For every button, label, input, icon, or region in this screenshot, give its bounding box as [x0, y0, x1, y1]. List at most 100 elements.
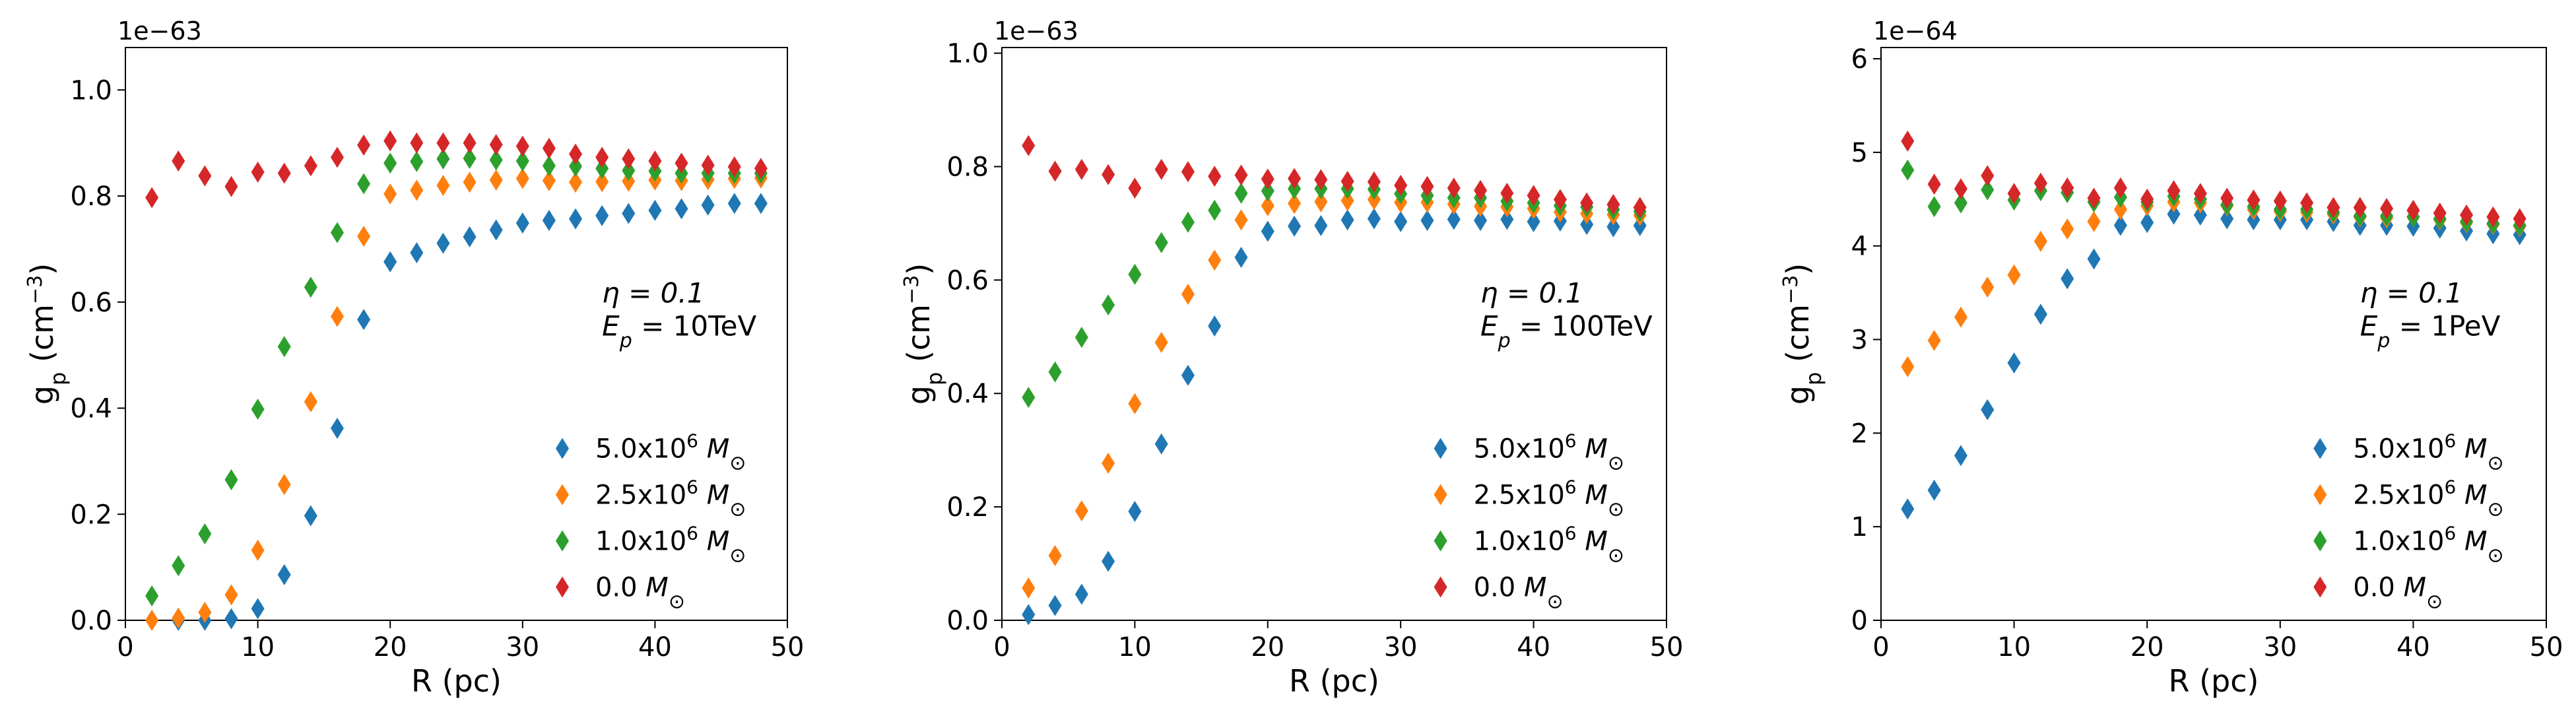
- data-point-series-4: [2353, 197, 2367, 218]
- data-point-series-2: [224, 584, 238, 606]
- data-point-series-2: [436, 174, 450, 196]
- data-point-series-2: [1074, 500, 1088, 522]
- x-tick-label: 0: [993, 632, 1010, 663]
- data-point-series-1: [1128, 500, 1142, 522]
- data-point-series-4: [489, 134, 503, 156]
- data-point-series-4: [675, 152, 688, 174]
- legend-label: 5.0x106 M⊙: [1474, 430, 1624, 474]
- data-point-series-2: [1181, 283, 1195, 305]
- x-tick-label: 40: [2396, 632, 2430, 663]
- data-point-series-1: [542, 210, 556, 232]
- legend-marker: [1434, 438, 1447, 459]
- data-point-series-1: [1580, 214, 1594, 236]
- legend-label: 5.0x106 M⊙: [595, 430, 746, 474]
- axis-offset-text: 1e−64: [1873, 16, 1958, 46]
- y-tick-label: 0.0: [946, 606, 989, 636]
- data-point-series-1: [489, 219, 503, 241]
- data-point-series-4: [1340, 170, 1354, 192]
- data-point-series-1: [1048, 595, 1062, 616]
- data-point-series-2: [1208, 249, 1222, 271]
- data-point-series-4: [2113, 177, 2127, 199]
- x-tick-label: 30: [1384, 632, 1418, 663]
- annotation-eta: η = 0.1: [1480, 276, 1583, 309]
- data-point-series-4: [277, 162, 291, 184]
- data-point-series-4: [1288, 168, 1302, 189]
- data-point-series-4: [1447, 178, 1461, 199]
- data-point-series-1: [1474, 210, 1488, 232]
- axis-offset-text: 1e−63: [117, 16, 202, 46]
- x-tick-label: 20: [1251, 632, 1284, 663]
- data-point-series-1: [1261, 220, 1274, 242]
- data-point-series-3: [515, 150, 529, 172]
- data-point-series-1: [1954, 445, 1967, 467]
- data-point-series-4: [754, 158, 768, 179]
- data-point-series-4: [436, 132, 450, 154]
- data-point-series-1: [2193, 204, 2207, 226]
- data-point-series-1: [357, 309, 371, 331]
- data-point-series-3: [1102, 294, 1115, 316]
- data-point-series-2: [2061, 218, 2074, 240]
- data-point-series-1: [436, 232, 450, 254]
- data-point-series-1: [2113, 214, 2127, 236]
- data-point-series-1: [1102, 550, 1115, 572]
- data-point-series-4: [2220, 187, 2234, 209]
- annotation-eta: η = 0.1: [602, 276, 704, 309]
- data-point-series-4: [1208, 166, 1222, 187]
- data-point-series-1: [1420, 210, 1434, 232]
- x-tick-label: 50: [2530, 632, 2563, 663]
- annotation-energy: Ep = 10TeV: [602, 309, 756, 352]
- data-point-series-4: [2513, 208, 2526, 230]
- data-point-series-2: [1314, 191, 1328, 212]
- legend-marker: [2313, 438, 2327, 459]
- data-point-series-4: [2460, 204, 2474, 226]
- x-tick-label: 40: [638, 632, 672, 663]
- y-tick-label: 1.0: [946, 39, 989, 69]
- data-point-series-2: [595, 171, 609, 193]
- data-point-series-3: [1261, 180, 1274, 202]
- data-point-series-3: [1074, 327, 1088, 348]
- data-point-series-3: [224, 469, 238, 491]
- y-tick-label: 0.6: [946, 265, 989, 296]
- data-point-series-3: [357, 173, 371, 195]
- data-point-series-1: [2007, 352, 2021, 373]
- y-tick-label: 1: [1851, 512, 1868, 542]
- x-tick-label: 0: [1872, 632, 1889, 663]
- data-point-series-4: [1580, 192, 1594, 214]
- annotation-energy: Ep = 100TeV: [1480, 309, 1653, 352]
- x-tick-label: 10: [1997, 632, 2031, 663]
- data-point-series-1: [304, 505, 317, 527]
- legend-marker: [2313, 576, 2327, 598]
- data-point-series-3: [595, 158, 609, 179]
- data-point-series-1: [2140, 212, 2154, 234]
- data-point-series-1: [1527, 211, 1540, 232]
- data-point-series-3: [1927, 196, 1941, 218]
- data-point-series-4: [701, 154, 715, 176]
- data-point-series-3: [410, 150, 424, 172]
- data-point-series-3: [569, 156, 583, 178]
- data-point-series-2: [2007, 264, 2021, 286]
- data-point-series-3: [304, 276, 317, 298]
- data-point-series-2: [1261, 195, 1274, 216]
- data-point-series-1: [701, 194, 715, 216]
- x-axis-label: R (pc): [2169, 663, 2259, 699]
- y-tick-label: 6: [1851, 44, 1868, 75]
- data-point-series-4: [2193, 183, 2207, 205]
- data-point-series-2: [1128, 393, 1142, 414]
- data-point-series-1: [2061, 268, 2074, 290]
- data-point-series-4: [1927, 174, 1941, 195]
- data-point-series-4: [542, 137, 556, 159]
- data-point-series-2: [145, 610, 159, 631]
- data-point-series-4: [2167, 180, 2181, 201]
- data-point-series-2: [251, 539, 265, 561]
- data-point-series-1: [569, 208, 583, 230]
- data-point-series-1: [1447, 209, 1461, 230]
- y-tick-label: 0.4: [70, 394, 112, 424]
- y-tick-label: 0.8: [946, 152, 989, 182]
- data-point-series-2: [357, 226, 371, 247]
- data-point-series-2: [383, 183, 397, 205]
- data-point-series-2: [542, 170, 556, 191]
- data-point-series-1: [1074, 583, 1088, 605]
- data-point-series-1: [2033, 304, 2047, 325]
- legend-label: 2.5x106 M⊙: [1474, 476, 1624, 521]
